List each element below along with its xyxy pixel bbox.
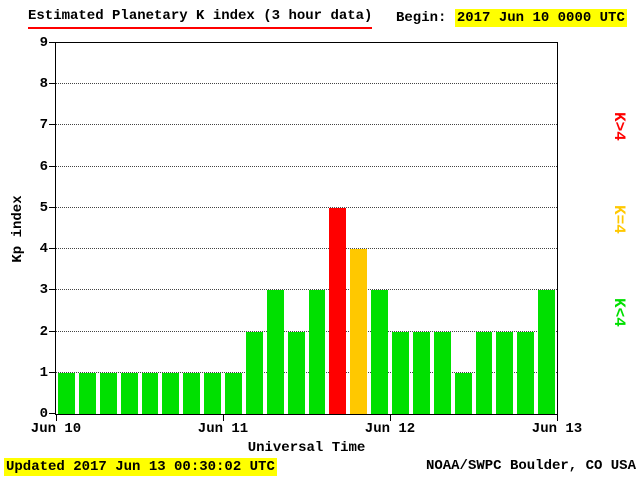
kp-bar (475, 331, 493, 414)
kp-bar (266, 290, 284, 414)
y-tick-mark (49, 413, 56, 414)
y-tick-label: 6 (39, 158, 48, 175)
y-tick-mark (49, 289, 56, 291)
gridline (56, 206, 557, 208)
kp-bar (58, 372, 75, 414)
y-tick-mark (49, 165, 56, 167)
gridline (56, 371, 557, 373)
kp-bar (412, 331, 430, 414)
kp-bar (308, 290, 326, 414)
page-title: Estimated Planetary K index (3 hour data… (28, 8, 373, 29)
y-tick-mark (49, 83, 56, 85)
begin-group: Begin: 2017 Jun 10 0000 UTC (396, 9, 627, 27)
kp-bar (141, 372, 159, 414)
y-tick-mark (49, 371, 56, 373)
y-tick-label: 1 (39, 364, 48, 381)
x-tick-label: Jun 13 (531, 421, 583, 437)
begin-label: Begin: (396, 10, 447, 26)
kp-bar (329, 207, 347, 414)
y-tick-label: 2 (39, 323, 48, 340)
y-tick-mark (49, 248, 56, 250)
kp-bar (433, 331, 451, 414)
gridline (56, 248, 557, 250)
x-tick-mark (223, 414, 224, 421)
source-text: NOAA/SWPC Boulder, CO USA (425, 458, 636, 474)
y-tick-mark (49, 330, 56, 332)
x-tick-label: Jun 10 (30, 421, 82, 437)
kp-bar (350, 249, 368, 414)
x-tick-label: Jun 11 (197, 421, 249, 437)
legend-item: K<4 (610, 298, 628, 327)
gridline (56, 330, 557, 332)
kp-bar (99, 372, 117, 414)
x-axis-label: Universal Time (247, 440, 366, 456)
y-tick-label: 4 (39, 241, 48, 258)
kp-bar (392, 331, 409, 414)
kp-bar (496, 331, 514, 414)
gridline (56, 289, 557, 291)
x-tick-mark (390, 414, 391, 421)
kp-bar (183, 372, 201, 414)
kp-bar (454, 372, 472, 414)
kp-bar (204, 372, 221, 414)
x-tick-mark (557, 414, 558, 421)
y-tick-label: 8 (39, 76, 48, 93)
y-tick-label: 9 (39, 35, 48, 51)
kp-bar (371, 290, 388, 414)
kp-bar (78, 372, 96, 414)
kp-bar (245, 331, 263, 414)
x-tick-label: Jun 12 (364, 421, 416, 437)
kp-bar (120, 372, 138, 414)
kp-bar (538, 290, 555, 414)
kp-bar (225, 372, 242, 414)
legend-item: K=4 (610, 205, 628, 234)
plot-area: Kp index Universal Time 0 1 2 3 4 5 6 7 8 9 Jun 10… (10, 35, 582, 456)
bars-container (56, 43, 557, 414)
legend: K>4 K=4 K<4 (610, 112, 628, 327)
updated-text: Updated 2017 Jun 13 00:30:02 UTC (4, 458, 277, 476)
y-tick-label: 7 (39, 117, 48, 134)
gridline (56, 124, 557, 126)
kp-bar (517, 331, 535, 414)
kp-bar (162, 372, 180, 414)
gridline (56, 83, 557, 85)
y-tick-mark (49, 206, 56, 208)
x-tick-mark (56, 414, 57, 421)
y-tick-label: 0 (39, 406, 48, 422)
y-tick-label: 5 (39, 199, 48, 216)
y-tick-mark (49, 124, 56, 126)
begin-value: 2017 Jun 10 0000 UTC (454, 9, 627, 27)
kp-bar (287, 331, 305, 414)
y-tick-label: 3 (39, 282, 48, 299)
y-tick-mark (49, 42, 56, 43)
gridline (56, 165, 557, 167)
legend-item: K>4 (610, 112, 628, 141)
